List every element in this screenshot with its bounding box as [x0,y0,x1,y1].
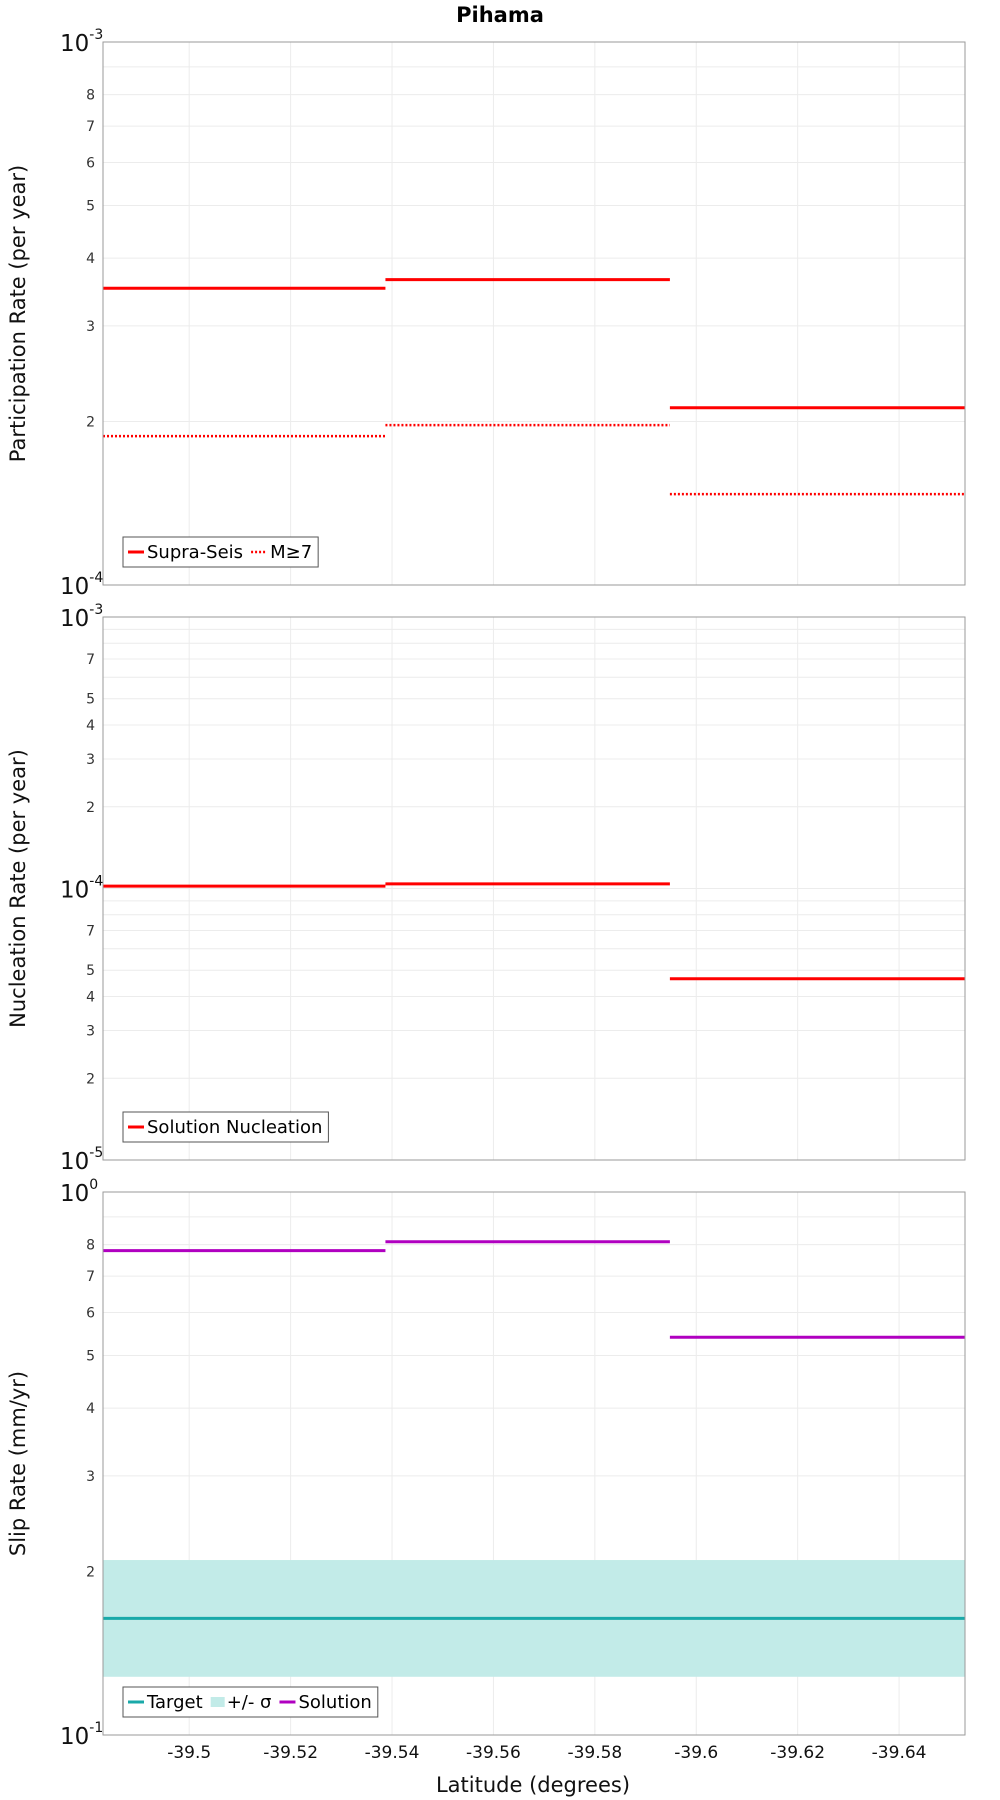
legend-items: Supra-Seis M≥7 [128,542,312,563]
x-tick-label: -39.6 [674,1743,718,1763]
x-tick-label: -39.56 [466,1743,521,1763]
y-tick-label: 3 [86,1023,95,1039]
legend-label: M≥7 [270,542,312,563]
y-major-tick-label: 10-3 [60,27,103,57]
y-major-tick-label: 100 [60,1177,98,1207]
y-tick-label: 6 [86,1305,95,1321]
legend-items: Solution Nucleation [128,1117,322,1138]
y-axis-label: Nucleation Rate (per year) [6,749,30,1028]
legend-box [122,536,319,568]
y-tick-label: 3 [86,1469,95,1485]
panel-participation: 10-4 10-3 2 3 4 5 6 7 8 Participation Rate (per y… [6,27,966,600]
x-tick-label: -39.58 [567,1743,622,1763]
y-tick-label: 4 [86,251,95,267]
y-major-tick-label: 10-3 [60,602,103,632]
y-tick-label: 2 [86,1565,95,1581]
y-tick-label: 2 [86,800,95,816]
y-tick-label: 4 [86,990,95,1006]
plot-frame [102,41,966,586]
y-axis-label: Participation Rate (per year) [6,165,30,462]
y-major-tick-label: 10-5 [60,1145,103,1175]
legend-label: Solution [298,1692,371,1713]
x-axis-label: Latitude (degrees) [436,1773,630,1797]
x-tick-label: -39.52 [263,1743,318,1763]
y-axis-label: Slip Rate (mm/yr) [6,1371,30,1556]
legend-label: Target [146,1692,203,1713]
legend: Target +/- σ Solution [122,1686,379,1718]
y-tick-label: 7 [86,652,95,668]
y-tick-label: 7 [86,119,95,135]
legend-label: +/- σ [227,1692,272,1713]
y-tick-label: 3 [86,752,95,768]
y-major-tick-label: 10-4 [60,570,103,600]
legend-items: Target +/- σ Solution [128,1692,372,1713]
legend: Solution Nucleation [122,1111,329,1143]
y-tick-label: 5 [86,1348,95,1364]
y-major-tick-label: 10-1 [60,1720,103,1750]
plot-area [103,42,965,585]
y-tick-label: 3 [86,319,95,335]
x-tick-label: -39.62 [770,1743,825,1763]
y-tick-label: 5 [86,963,95,979]
legend: Supra-Seis M≥7 [122,536,319,568]
legend-box [122,1111,329,1143]
y-tick-label: 2 [86,1071,95,1087]
y-tick-label: 8 [86,1238,95,1254]
legend-box [122,1686,379,1718]
chart-title: Pihama [456,3,544,27]
y-tick-label: 7 [86,924,95,940]
x-tick-label: -39.54 [365,1743,420,1763]
x-tick-label: -39.5 [167,1743,211,1763]
y-tick-label: 4 [86,718,95,734]
plot-frame [102,1191,966,1736]
legend-label: Supra-Seis [147,542,243,563]
panel-nucleation: 10-5 10-4 10-3 2 3 4 5 7 2 3 4 5 7 Nucleation Rate (p… [6,602,966,1175]
y-tick-label: 8 [86,88,95,104]
y-major-tick-label: 10-4 [60,874,103,904]
y-tick-label: 2 [86,415,95,431]
y-tick-label: 5 [86,692,95,708]
y-tick-label: 4 [86,1401,95,1417]
legend-swatch [210,1697,225,1707]
panel-slip: 10-1 100 2 3 4 5 6 7 8 Slip Rate (mm/yr) -39.5 -39.… [6,1177,966,1763]
y-tick-label: 6 [86,155,95,171]
y-tick-label: 5 [86,198,95,214]
x-tick-label: -39.64 [872,1743,927,1763]
plot-frame [102,616,966,1161]
legend-label: Solution Nucleation [147,1117,322,1138]
y-tick-label: 7 [86,1269,95,1285]
